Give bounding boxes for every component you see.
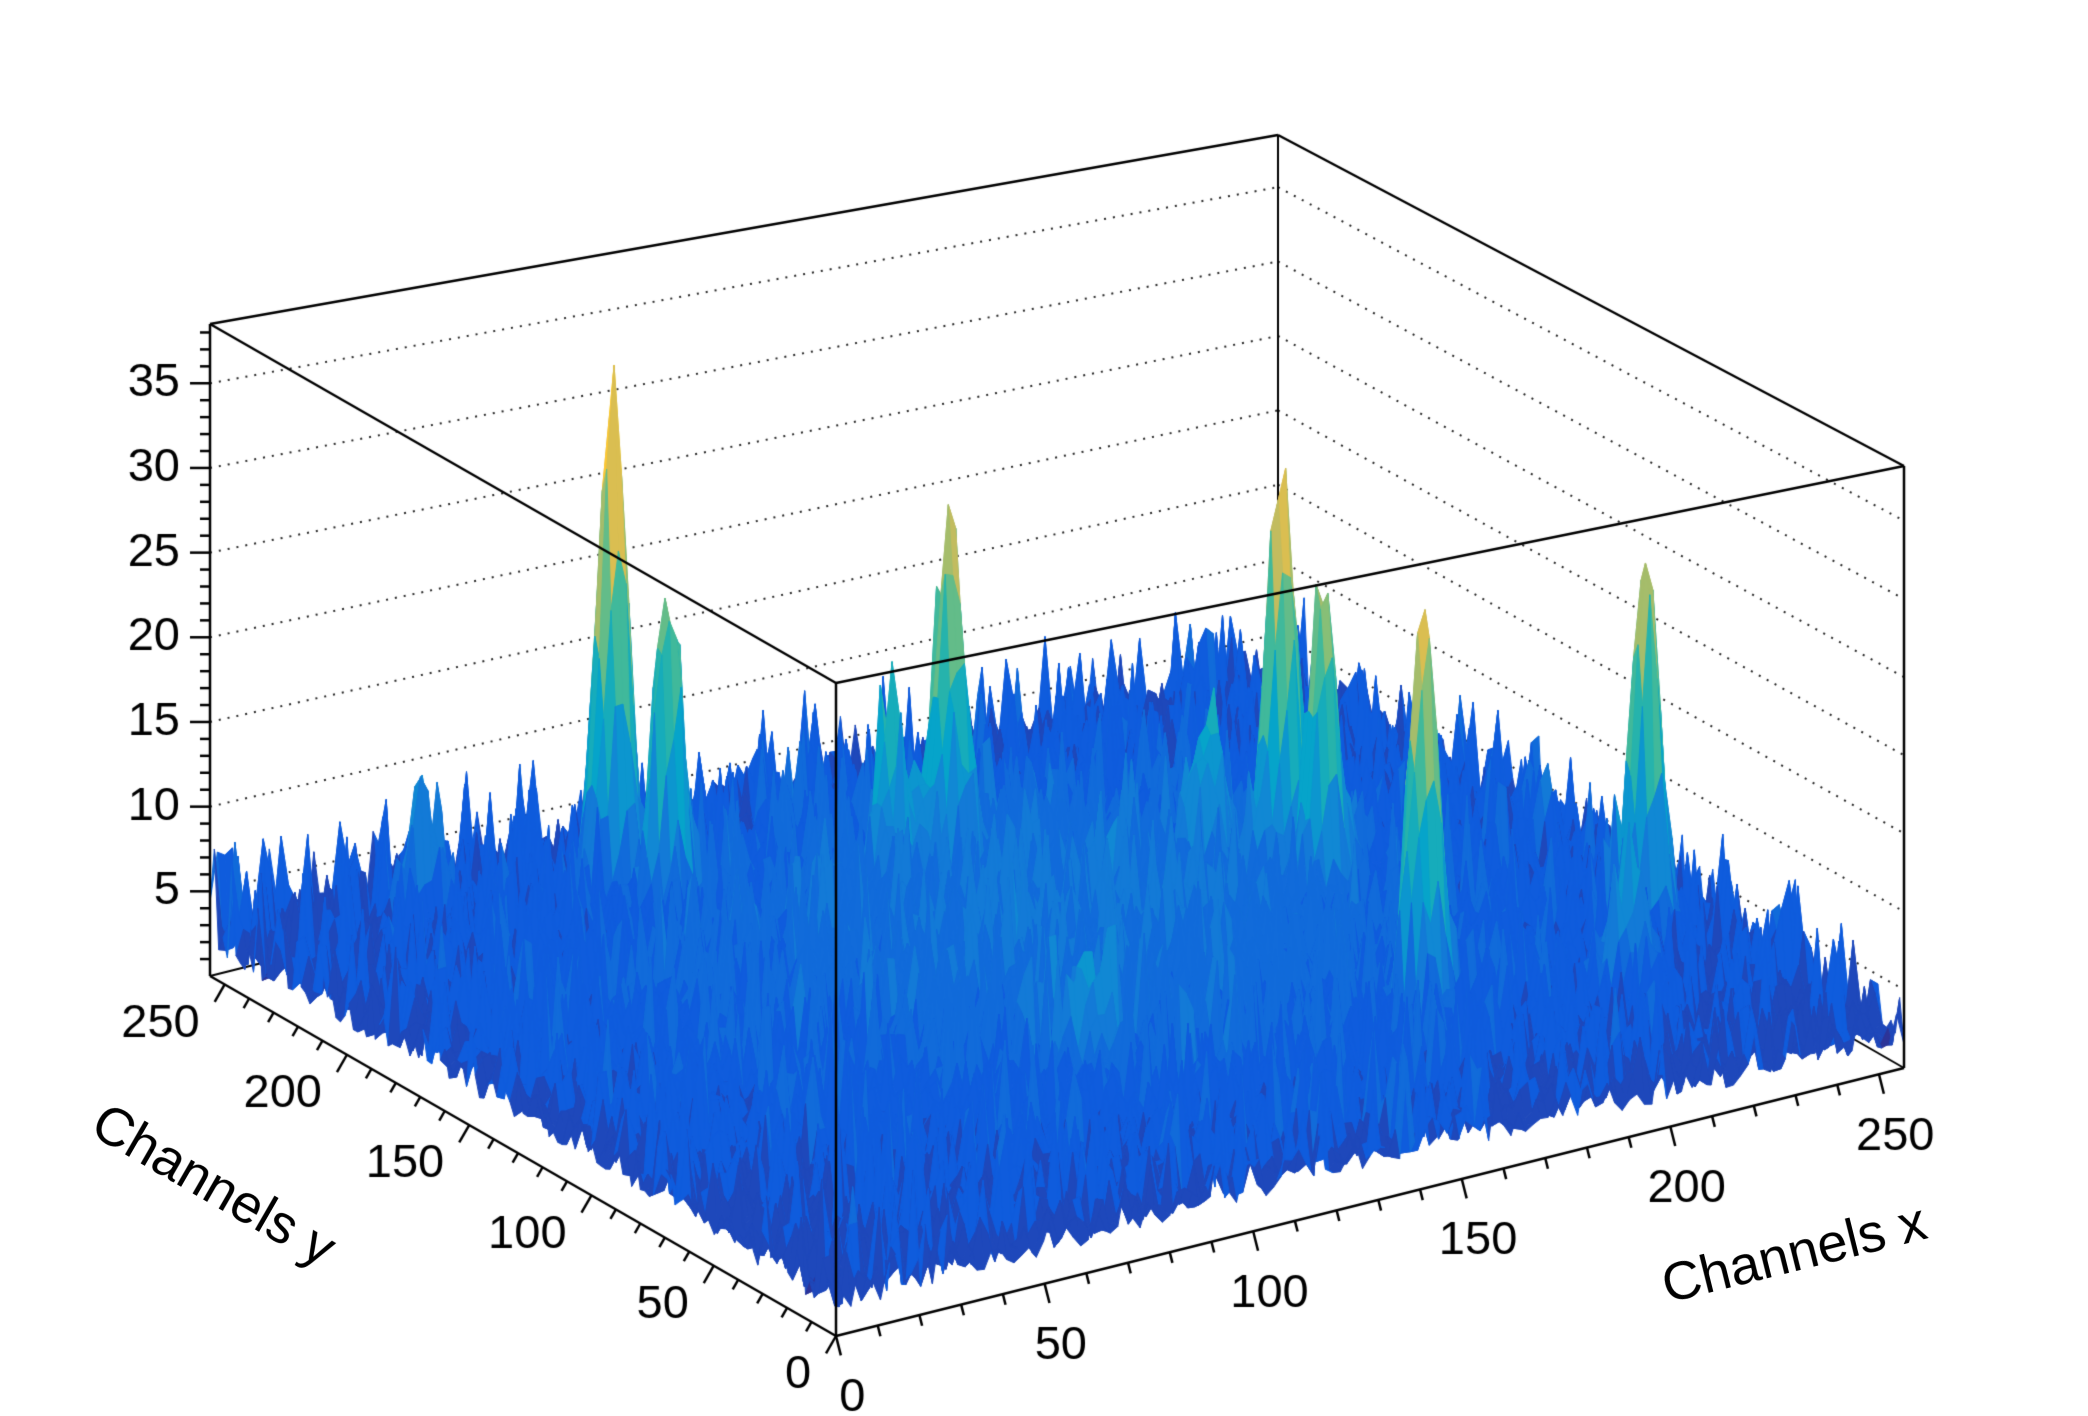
surface-plot-canvas [0,0,2088,1416]
surface-plot-figure: Channels x Channels y [0,0,2088,1416]
